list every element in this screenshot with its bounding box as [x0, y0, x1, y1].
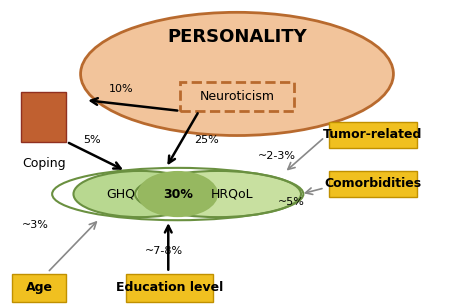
Text: Education level: Education level — [116, 282, 223, 294]
Ellipse shape — [73, 171, 206, 217]
Text: 5%: 5% — [83, 135, 101, 145]
Ellipse shape — [137, 171, 218, 217]
Text: Comorbidities: Comorbidities — [325, 177, 421, 190]
Text: 30%: 30% — [163, 188, 193, 201]
Ellipse shape — [135, 171, 301, 217]
Text: HRQoL: HRQoL — [211, 188, 254, 201]
Bar — [12, 274, 66, 302]
Bar — [126, 274, 213, 302]
Text: ~5%: ~5% — [278, 197, 305, 207]
Text: PERSONALITY: PERSONALITY — [167, 28, 307, 46]
Text: Tumor-related: Tumor-related — [323, 128, 423, 141]
Text: Neuroticism: Neuroticism — [200, 90, 274, 103]
Bar — [180, 82, 294, 111]
Bar — [329, 122, 417, 148]
Ellipse shape — [81, 12, 393, 136]
Bar — [21, 92, 66, 142]
Bar — [329, 171, 417, 197]
Text: ~2-3%: ~2-3% — [258, 151, 296, 160]
Text: Age: Age — [26, 282, 53, 294]
Text: 10%: 10% — [109, 84, 133, 94]
Text: Coping: Coping — [22, 157, 65, 170]
Text: GHQ: GHQ — [106, 188, 136, 201]
Text: 25%: 25% — [194, 135, 219, 145]
Text: ~3%: ~3% — [22, 220, 49, 230]
Text: ~7-8%: ~7-8% — [145, 246, 182, 256]
